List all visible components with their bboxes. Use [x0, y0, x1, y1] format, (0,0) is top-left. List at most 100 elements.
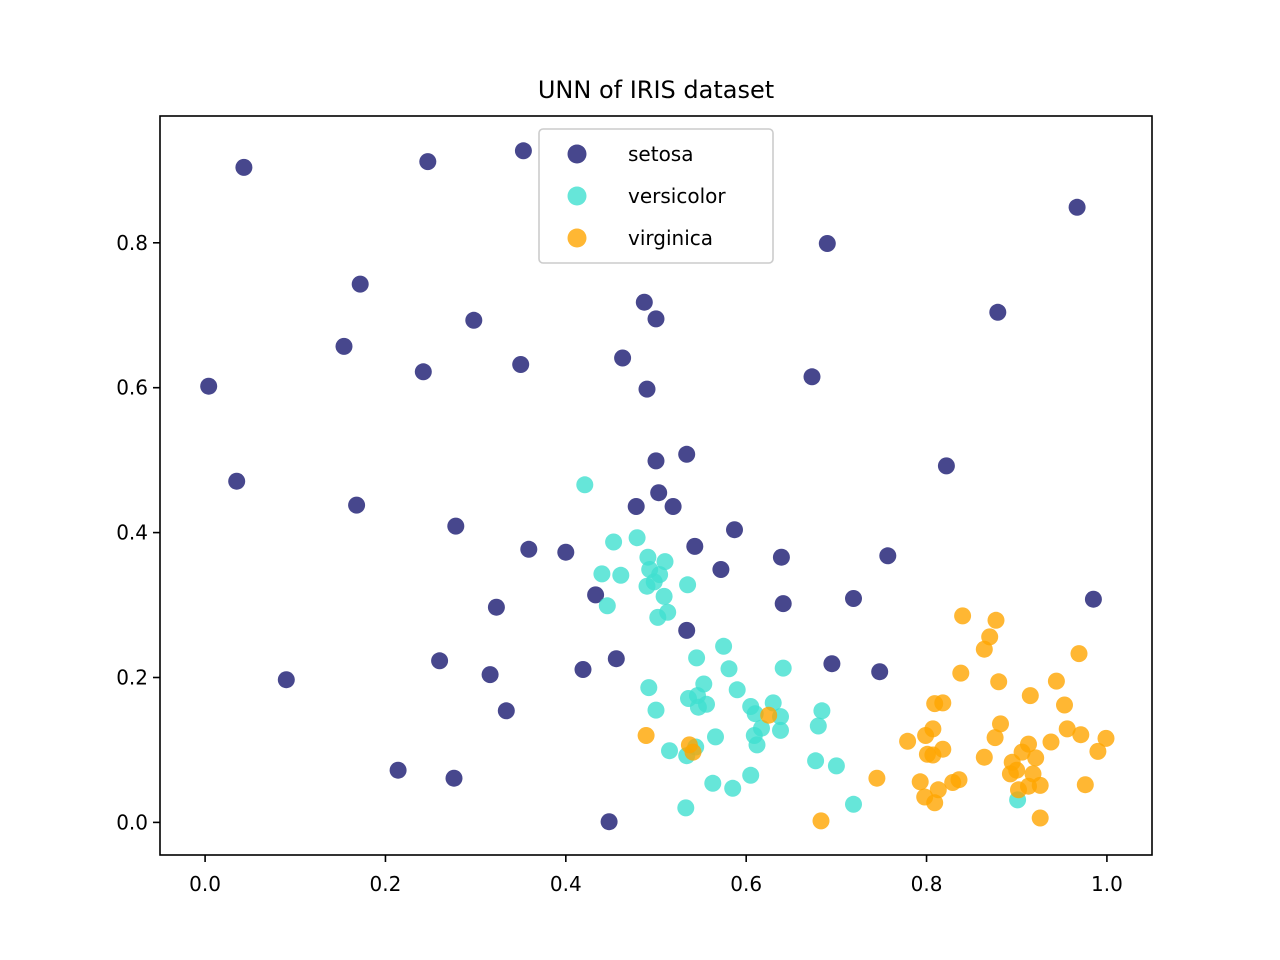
point-virginica-33	[911, 773, 929, 791]
point-setosa-27	[520, 540, 538, 558]
point-virginica-19	[986, 729, 1004, 747]
legend-marker-setosa	[567, 144, 587, 164]
point-virginica-14	[1058, 720, 1076, 738]
point-versicolor-39	[661, 742, 678, 760]
point-versicolor-1	[605, 533, 623, 551]
point-setosa-49	[600, 813, 618, 831]
point-setosa-8	[465, 311, 483, 329]
point-virginica-32	[868, 769, 886, 787]
point-setosa-42	[823, 655, 841, 673]
point-versicolor-0	[576, 476, 594, 494]
y-tick-label: 0.8	[116, 231, 148, 255]
legend-label-virginica: virginica	[628, 226, 713, 250]
point-setosa-40	[607, 650, 625, 668]
point-versicolor-4	[656, 553, 674, 571]
point-versicolor-16	[715, 637, 733, 655]
point-setosa-31	[879, 547, 897, 565]
point-virginica-38	[1076, 776, 1094, 794]
point-versicolor-18	[720, 660, 738, 678]
point-setosa-22	[348, 496, 366, 514]
point-virginica-5	[1070, 645, 1088, 663]
point-setosa-23	[627, 498, 645, 515]
point-setosa-29	[686, 537, 704, 555]
y-tick-label: 0.0	[116, 810, 148, 834]
point-versicolor-45	[724, 779, 742, 797]
point-setosa-37	[1084, 590, 1102, 608]
x-tick-label: 0.6	[730, 872, 762, 896]
point-setosa-39	[431, 652, 449, 670]
point-versicolor-28	[698, 695, 715, 713]
point-virginica-48	[684, 743, 702, 761]
point-virginica-18	[917, 727, 935, 744]
point-virginica-11	[1056, 696, 1073, 714]
point-virginica-46	[637, 727, 655, 744]
x-tick-label: 0.0	[189, 872, 221, 896]
y-tick-label: 0.4	[116, 521, 148, 545]
point-versicolor-29	[647, 701, 665, 719]
point-setosa-19	[937, 457, 955, 475]
point-virginica-0	[954, 607, 972, 625]
point-setosa-17	[678, 445, 696, 463]
point-setosa-0	[235, 158, 253, 176]
point-virginica-1	[987, 611, 1005, 629]
point-setosa-20	[228, 472, 246, 490]
point-versicolor-10	[638, 577, 656, 595]
x-axis: 0.0 0.2 0.4 0.6 0.8 1.0	[189, 855, 1123, 896]
point-versicolor-47	[677, 799, 695, 817]
point-setosa-10	[335, 337, 353, 355]
point-virginica-31	[1001, 765, 1019, 783]
point-setosa-41	[574, 661, 592, 678]
point-setosa-35	[774, 595, 792, 613]
point-setosa-26	[726, 521, 743, 539]
point-setosa-11	[614, 349, 632, 367]
point-setosa-15	[200, 377, 218, 395]
point-virginica-23	[1089, 742, 1107, 760]
point-versicolor-19	[774, 659, 792, 677]
point-setosa-14	[803, 368, 821, 386]
point-setosa-46	[497, 702, 515, 720]
point-virginica-8	[1021, 687, 1039, 705]
plot-area	[200, 142, 1115, 831]
legend-box	[538, 128, 774, 264]
point-setosa-24	[664, 498, 682, 515]
point-versicolor-24	[728, 681, 746, 699]
chart-title: UNN of IRIS dataset	[538, 76, 774, 104]
point-setosa-32	[712, 561, 730, 578]
y-tick-label: 0.2	[116, 665, 148, 689]
y-axis: 0.0 0.2 0.4 0.6 0.8	[116, 231, 160, 834]
point-versicolor-6	[612, 566, 630, 584]
point-virginica-35	[944, 774, 962, 791]
point-versicolor-13	[598, 597, 616, 615]
point-setosa-36	[845, 590, 862, 607]
point-virginica-43	[1031, 809, 1049, 827]
point-setosa-2	[514, 142, 532, 160]
point-virginica-3	[975, 640, 993, 658]
point-setosa-43	[871, 663, 889, 681]
legend-label-versicolor: versicolor	[628, 184, 726, 208]
x-tick-label: 0.8	[911, 872, 943, 896]
point-versicolor-33	[809, 717, 827, 735]
point-virginica-13	[992, 715, 1009, 733]
point-setosa-25	[447, 517, 465, 535]
point-setosa-6	[635, 293, 653, 311]
point-setosa-33	[587, 586, 605, 604]
point-setosa-18	[647, 452, 665, 470]
point-virginica-4	[952, 664, 970, 682]
point-virginica-20	[1042, 733, 1060, 751]
point-setosa-21	[650, 484, 668, 502]
point-setosa-5	[351, 275, 369, 293]
point-versicolor-41	[807, 752, 825, 770]
point-virginica-49	[918, 745, 936, 763]
point-virginica-42	[926, 794, 944, 812]
legend-label-setosa: setosa	[628, 142, 693, 166]
point-virginica-45	[760, 706, 778, 724]
point-virginica-44	[812, 812, 830, 830]
point-versicolor-46	[845, 795, 862, 813]
point-setosa-1	[419, 153, 437, 171]
point-setosa-13	[414, 363, 432, 381]
point-virginica-7	[1047, 672, 1065, 690]
point-setosa-7	[989, 303, 1007, 321]
point-versicolor-30	[813, 702, 831, 720]
point-virginica-10	[934, 694, 952, 712]
